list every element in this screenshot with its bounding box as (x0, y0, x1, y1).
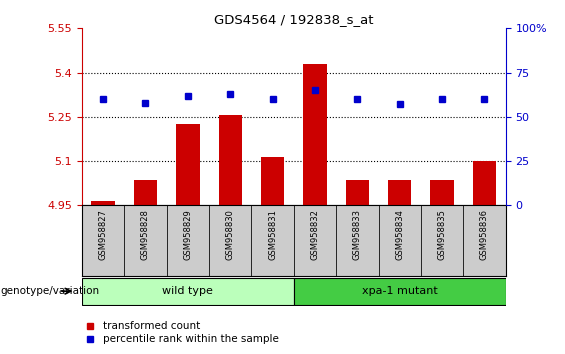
Text: GSM958833: GSM958833 (353, 209, 362, 260)
Text: GSM958835: GSM958835 (438, 209, 446, 260)
Bar (209, 205, 251, 276)
Bar (82, 278, 294, 305)
Text: GSM958828: GSM958828 (141, 209, 150, 260)
Bar (463, 205, 506, 276)
Bar (379, 205, 421, 276)
Text: GSM958832: GSM958832 (311, 209, 319, 260)
Title: GDS4564 / 192838_s_at: GDS4564 / 192838_s_at (214, 13, 373, 26)
Bar (421, 205, 463, 276)
Bar (134, 180, 157, 205)
Text: GSM958831: GSM958831 (268, 209, 277, 260)
Bar (303, 64, 327, 205)
Bar (82, 205, 124, 276)
Bar (176, 124, 199, 205)
Text: GSM958829: GSM958829 (184, 209, 192, 259)
Text: GSM958830: GSM958830 (226, 209, 234, 260)
Bar (431, 180, 454, 205)
Text: percentile rank within the sample: percentile rank within the sample (103, 335, 279, 344)
Bar (294, 278, 506, 305)
Text: GSM958827: GSM958827 (99, 209, 107, 260)
Text: GSM958836: GSM958836 (480, 209, 489, 260)
Text: wild type: wild type (162, 286, 214, 296)
Bar (336, 205, 379, 276)
Text: genotype/variation: genotype/variation (0, 286, 99, 296)
Text: xpa-1 mutant: xpa-1 mutant (362, 286, 438, 296)
Text: transformed count: transformed count (103, 321, 201, 331)
Bar (92, 201, 115, 205)
Bar (294, 205, 336, 276)
Bar (124, 205, 167, 276)
Bar (473, 161, 496, 205)
Text: GSM958834: GSM958834 (396, 209, 404, 260)
Bar (219, 115, 242, 205)
Bar (346, 180, 369, 205)
Bar (261, 157, 284, 205)
Bar (388, 180, 411, 205)
Bar (251, 205, 294, 276)
Bar (167, 205, 209, 276)
